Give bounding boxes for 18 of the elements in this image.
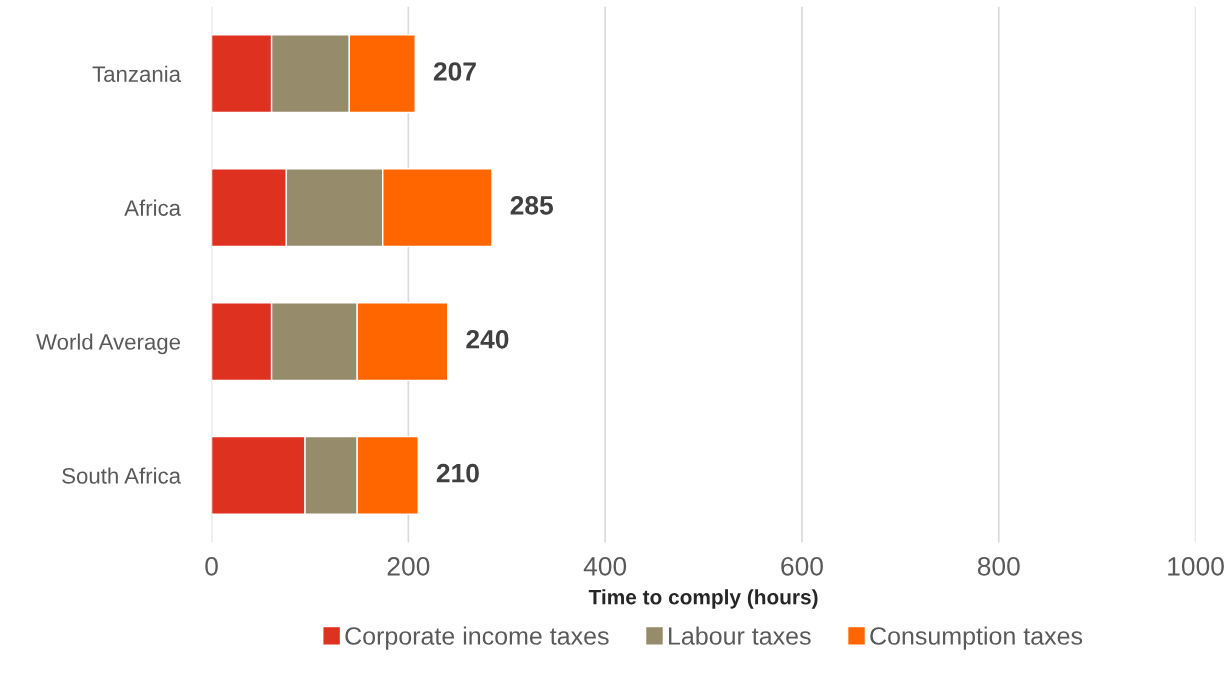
total-label: 285 xyxy=(510,196,554,215)
y-tick-label: World Average xyxy=(36,333,181,355)
y-tick-label: South Africa xyxy=(62,467,182,484)
total-label: 207 xyxy=(433,62,476,81)
legend-label: Labour taxes xyxy=(669,626,811,645)
legend-label: Corporate income taxes xyxy=(345,626,609,650)
x-axis-title: Time to comply (hours) xyxy=(588,589,818,609)
x-tick-label: 600 xyxy=(781,556,823,576)
x-tick-label: 400 xyxy=(583,556,627,576)
x-tick-label: 800 xyxy=(977,556,1020,576)
legend-label: Consumption taxes xyxy=(870,626,1083,650)
x-tick-label: 1000 xyxy=(1168,556,1224,576)
x-tick-label: 0 xyxy=(205,556,218,576)
y-tick-label: Africa xyxy=(124,199,181,216)
total-label: 240 xyxy=(466,329,509,349)
y-tick-label: Tanzania xyxy=(92,65,182,82)
total-label: 210 xyxy=(436,463,479,483)
x-tick-label: 200 xyxy=(387,556,430,576)
